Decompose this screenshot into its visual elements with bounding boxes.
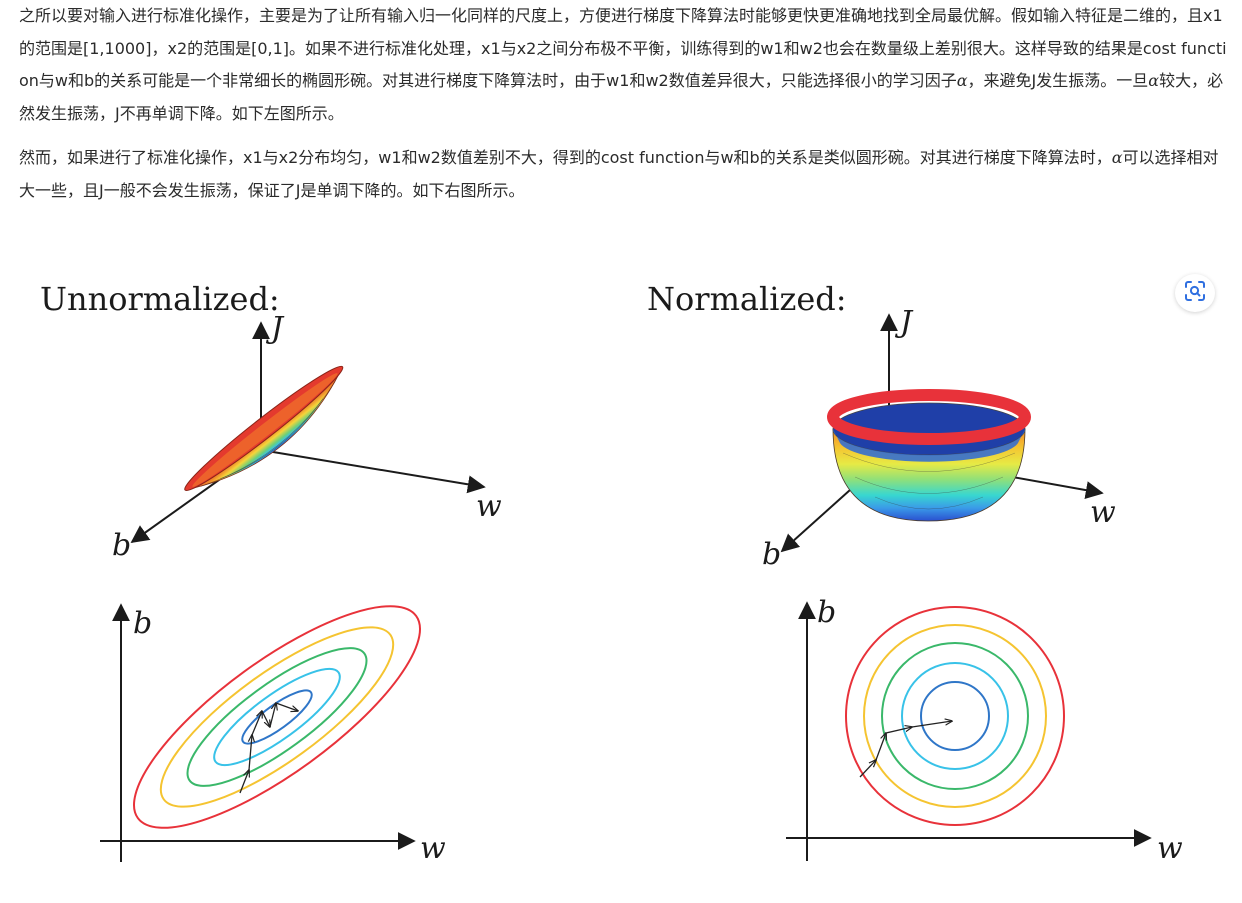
contour-line — [133, 605, 421, 829]
contour-line — [863, 624, 1047, 808]
contour-w-label: w — [1157, 831, 1183, 866]
alpha-symbol: α — [1148, 71, 1160, 90]
b-axis-label: b — [762, 537, 781, 572]
contour-line — [186, 647, 368, 787]
contour-line — [881, 642, 1029, 790]
image-zoom-button[interactable] — [1175, 274, 1215, 312]
paragraph-1-text-1: 之所以要对输入进行标准化操作，主要是为了让所有输入归一化同样的尺度上，方便进行梯… — [19, 6, 1227, 90]
b-axis-label: b — [112, 528, 131, 563]
normalized-surface-plot: J w b — [762, 305, 1116, 572]
alpha-symbol: α — [1111, 148, 1123, 167]
unnormalized-title: Unnormalized: — [40, 280, 280, 318]
alpha-symbol: α — [956, 71, 968, 90]
figure-canvas: Unnormalized: J w b — [40, 280, 1183, 866]
paragraph-normalized-explanation: 然而，如果进行了标准化操作，x1与x2分布均匀，w1和w2数值差别不大，得到的c… — [19, 142, 1229, 207]
paragraph-1-text-3: 较大，必然发生振荡，J不再单调下降。如下左图所示。 — [19, 71, 1224, 123]
scan-zoom-icon — [1184, 280, 1206, 306]
unnormalized-surface-plot: J w b — [112, 311, 502, 563]
contour-w-label: w — [420, 831, 446, 866]
contour-line — [920, 681, 990, 751]
paragraph-2-text-2: 可以选择相对大一些，且J一般不会发生振荡，保证了J是单调下降的。如下右图所示。 — [19, 148, 1219, 200]
oscillating-descent-path — [239, 703, 298, 794]
contour-line — [845, 606, 1065, 826]
contour-b-label: b — [133, 606, 152, 641]
w-axis-label: w — [1090, 495, 1116, 530]
contour-line — [901, 662, 1009, 770]
round-bowl-surface — [827, 389, 1031, 522]
normalized-contour-plot: b w — [786, 595, 1183, 866]
elongated-bowl-surface — [184, 365, 344, 491]
contour-line — [159, 626, 395, 808]
normalized-title: Normalized: — [647, 280, 847, 318]
contour-b-label: b — [817, 595, 836, 630]
contour-line — [213, 667, 341, 767]
j-axis-label: J — [894, 305, 914, 340]
normalization-figure: Unnormalized: J w b — [0, 265, 1242, 903]
w-axis-label: w — [476, 489, 502, 524]
w-axis — [260, 449, 486, 494]
paragraph-2-text-1: 然而，如果进行了标准化操作，x1与x2分布均匀，w1和w2数值差别不大，得到的c… — [19, 148, 1112, 167]
article-body: 之所以要对输入进行标准化操作，主要是为了让所有输入归一化同样的尺度上，方便进行梯… — [19, 0, 1229, 207]
paragraph-1-text-2: ，来避免J发生振荡。一旦 — [967, 71, 1149, 90]
paragraph-unnormalized-explanation: 之所以要对输入进行标准化操作，主要是为了让所有输入归一化同样的尺度上，方便进行梯… — [19, 0, 1229, 130]
contour-line — [241, 689, 313, 745]
smooth-descent-path — [859, 721, 952, 778]
unnormalized-contour-plot: b w — [100, 603, 446, 866]
